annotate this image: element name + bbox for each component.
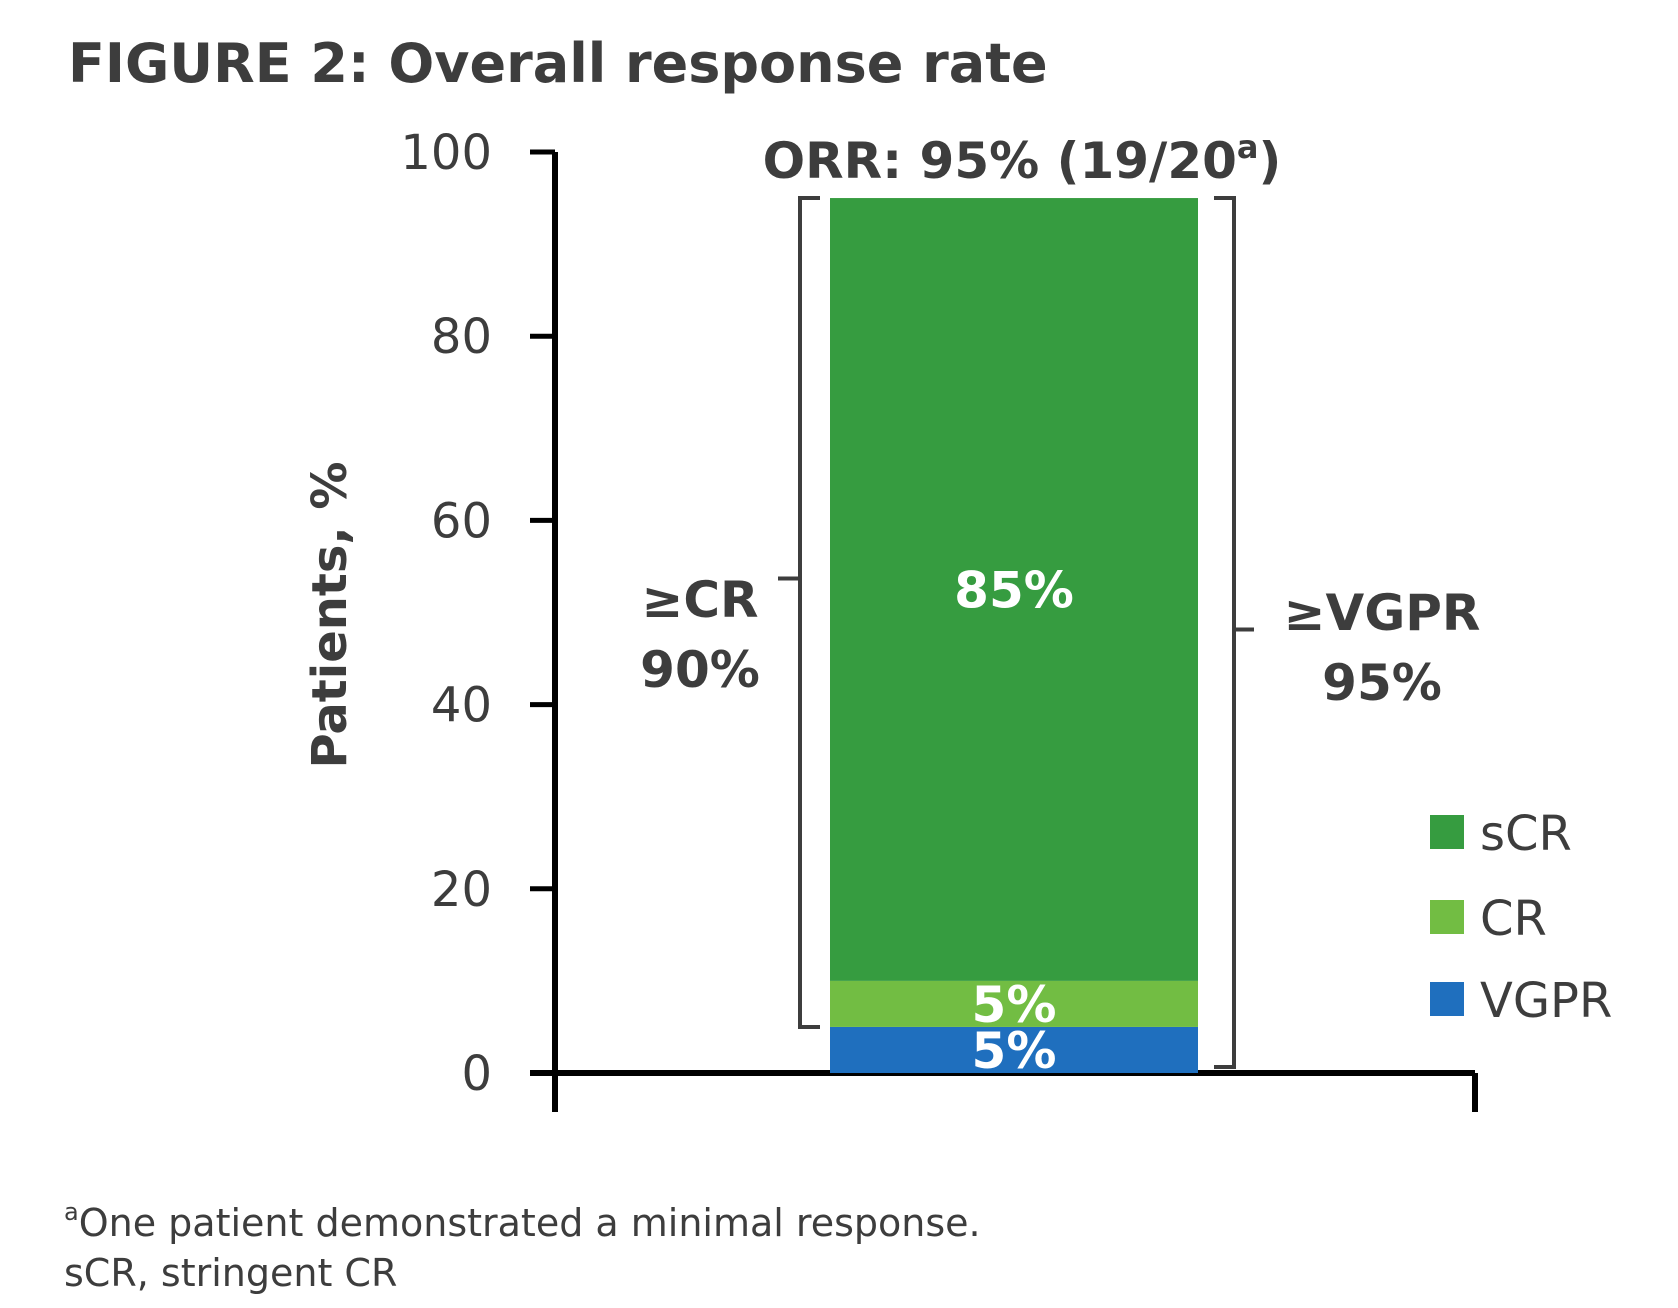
orr-text: ORR: 95% (19/20	[763, 132, 1237, 190]
bar-segment-cr	[830, 980, 1198, 1027]
chart-title: FIGURE 2: Overall response rate	[68, 32, 1048, 95]
footnote-superscript: a	[64, 1198, 79, 1226]
bar-label-cr: 5%	[972, 976, 1057, 1034]
y-axis-label: Patients, %	[302, 462, 358, 769]
orr-superscript: a	[1237, 128, 1259, 166]
footnote-2: sCR, stringent CR	[64, 1251, 397, 1295]
legend-label-scr: sCR	[1480, 806, 1572, 862]
y-tick-label-40: 40	[431, 678, 492, 734]
y-tick-label-0: 0	[461, 1046, 492, 1102]
segment-labels: 5%5% 85%	[954, 561, 1074, 1080]
y-tick-label-60: 60	[431, 493, 492, 549]
left-bracket-label-2: 90%	[640, 641, 760, 699]
bar-label-scr: 85%	[954, 561, 1074, 619]
right-bracket	[1214, 196, 1254, 1069]
y-ticks: 0 20 40 60 80 100	[400, 125, 555, 1102]
legend-label-vgpr: VGPR	[1480, 973, 1612, 1029]
right-bracket-label-2: 95%	[1322, 654, 1442, 712]
bar-label-vgpr: 5%	[972, 1022, 1057, 1080]
footnote-1: aOne patient demonstrated a minimal resp…	[64, 1198, 981, 1245]
orr-annotation: ORR: 95% (19/20a)	[763, 128, 1282, 190]
bar-segment-vgpr	[830, 1026, 1198, 1073]
bar-segment-scr	[830, 198, 1198, 981]
legend-label-cr: CR	[1480, 891, 1547, 947]
orr-close: )	[1259, 132, 1282, 190]
legend: sCR CR VGPR	[1430, 806, 1612, 1029]
legend-swatch-scr	[1430, 815, 1464, 849]
y-tick-label-20: 20	[431, 862, 492, 918]
footnote-text: One patient demonstrated a minimal respo…	[79, 1201, 981, 1245]
y-tick-label-100: 100	[400, 125, 492, 181]
stacked-bar	[830, 198, 1198, 1073]
brackets	[778, 196, 1254, 1069]
y-tick-label-80: 80	[431, 309, 492, 365]
left-bracket-label-1: ≥CR	[641, 571, 758, 629]
right-bracket-label-1: ≥VGPR	[1284, 584, 1481, 642]
legend-swatch-vgpr	[1430, 982, 1464, 1016]
legend-swatch-cr	[1430, 900, 1464, 934]
left-bracket	[778, 196, 820, 1029]
